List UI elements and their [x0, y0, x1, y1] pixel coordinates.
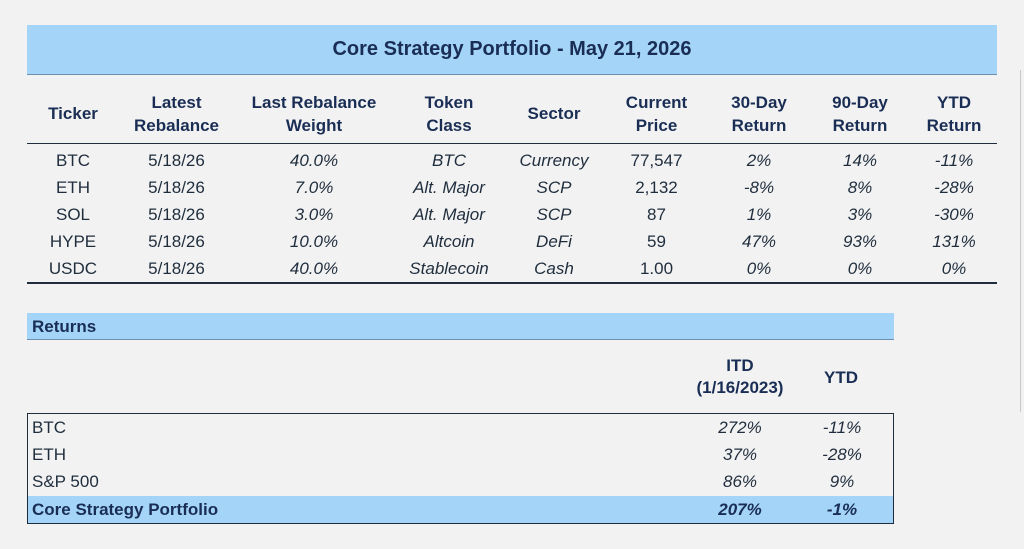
cell-token-class: Altcoin: [423, 231, 475, 251]
col-header-token-class: Token Class: [394, 85, 504, 144]
returns-row-ytd: -11%: [822, 418, 862, 437]
cell-rebalance: 5/18/26: [148, 204, 205, 224]
returns-header-itd: ITD (1/16/2023): [696, 356, 784, 397]
cell-90day: 14%: [842, 150, 878, 170]
cell-price: 77,547: [630, 150, 683, 170]
cell-weight: 40.0%: [289, 150, 339, 170]
returns-row-itd: 86%: [722, 472, 758, 491]
holdings-table: Ticker Latest Rebalance Last Rebalance Wei…: [27, 85, 997, 284]
col-header-current-price: Current Price: [604, 85, 709, 144]
table-row: HYPE 5/18/26 10.0% Altcoin DeFi 59 47% 9…: [27, 228, 997, 255]
cell-ticker: HYPE: [49, 231, 97, 251]
page-title: Core Strategy Portfolio - May 21, 2026: [27, 25, 997, 75]
cell-weight: 3.0%: [294, 204, 334, 224]
returns-row-ytd: 9%: [829, 472, 855, 491]
returns-row-label: S&P 500: [32, 472, 99, 491]
cell-sector: DeFi: [536, 231, 572, 251]
cell-30day: 0%: [709, 255, 809, 284]
cell-rebalance: 5/18/26: [148, 150, 205, 170]
cell-ticker: SOL: [55, 204, 91, 224]
cell-rebalance: 5/18/26: [119, 255, 234, 284]
cell-ticker: BTC: [56, 150, 90, 170]
table-row: S&P 500 86% 9%: [28, 468, 893, 495]
returns-row-itd: 207%: [718, 500, 762, 519]
returns-row-label: ETH: [32, 445, 66, 464]
table-row: BTC 5/18/26 40.0% BTC Currency 77,547 2%…: [27, 143, 997, 174]
cell-ticker: ETH: [56, 177, 90, 197]
holdings-header-row: Ticker Latest Rebalance Last Rebalance Wei…: [27, 85, 997, 144]
col-header-sector: Sector: [504, 85, 604, 144]
returns-row-ytd: -1%: [826, 500, 858, 519]
col-header-weight: Last Rebalance Weight: [234, 85, 394, 144]
cell-sector: SCP: [536, 177, 572, 197]
cell-price: 87: [647, 204, 666, 224]
cell-rebalance: 5/18/26: [148, 177, 205, 197]
cell-rebalance: 5/18/26: [148, 231, 205, 251]
returns-row-itd: 272%: [718, 418, 762, 437]
table-row: SOL 5/18/26 3.0% Alt. Major SCP 87 1% 3%…: [27, 201, 997, 228]
cell-token-class: Alt. Major: [413, 177, 485, 197]
returns-table: BTC 272% -11% ETH 37% -28% S&P 500 86% 9…: [27, 413, 894, 524]
table-row: ETH 37% -28%: [28, 441, 893, 468]
cell-ytd: -28%: [934, 177, 974, 197]
cell-weight: 7.0%: [294, 177, 334, 197]
cell-ytd: 0%: [911, 255, 997, 284]
cell-token-class: Stablecoin: [394, 255, 504, 284]
returns-row-itd: 37%: [722, 445, 758, 464]
returns-section-title: Returns: [27, 313, 894, 340]
cell-90day: 93%: [842, 231, 878, 251]
cell-ytd: -30%: [934, 204, 974, 224]
cell-weight: 40.0%: [234, 255, 394, 284]
cell-weight: 10.0%: [289, 231, 339, 251]
cell-ytd: -11%: [934, 150, 974, 170]
returns-row-label: BTC: [32, 418, 66, 437]
cell-token-class: Alt. Major: [413, 204, 485, 224]
returns-row-label: Core Strategy Portfolio: [32, 500, 219, 519]
table-row: USDC 5/18/26 40.0% Stablecoin Cash 1.00 …: [27, 255, 997, 284]
cell-90day: 3%: [847, 204, 873, 224]
cell-30day: 47%: [741, 231, 777, 251]
cell-ticker: USDC: [27, 255, 119, 284]
cell-90day: 8%: [847, 177, 873, 197]
cell-token-class: BTC: [432, 150, 466, 170]
col-header-ytd-return: YTD Return: [911, 85, 997, 144]
cell-sector: Currency: [519, 150, 589, 170]
cell-price: 1.00: [604, 255, 709, 284]
table-row-portfolio-total: Core Strategy Portfolio 207% -1%: [28, 496, 893, 523]
cell-30day: 2%: [746, 150, 772, 170]
returns-header-ytd: YTD: [824, 368, 858, 387]
cell-price: 2,132: [635, 177, 678, 197]
returns-row-ytd: -28%: [822, 445, 862, 464]
table-row: ETH 5/18/26 7.0% Alt. Major SCP 2,132 -8…: [27, 174, 997, 201]
cell-ytd: 131%: [932, 231, 976, 251]
cell-30day: 1%: [746, 204, 772, 224]
table-row: BTC 272% -11%: [28, 414, 893, 441]
cell-price: 59: [647, 231, 666, 251]
cell-30day: -8%: [743, 177, 775, 197]
col-header-30day-return: 30-Day Return: [709, 85, 809, 144]
cell-sector: SCP: [536, 204, 572, 224]
cell-sector: Cash: [504, 255, 604, 284]
sheet-edge-divider: [1020, 70, 1021, 412]
col-header-latest-rebalance: Latest Rebalance: [119, 85, 234, 144]
col-header-90day-return: 90-Day Return: [809, 85, 911, 144]
col-header-ticker: Ticker: [27, 85, 119, 144]
cell-90day: 0%: [809, 255, 911, 284]
